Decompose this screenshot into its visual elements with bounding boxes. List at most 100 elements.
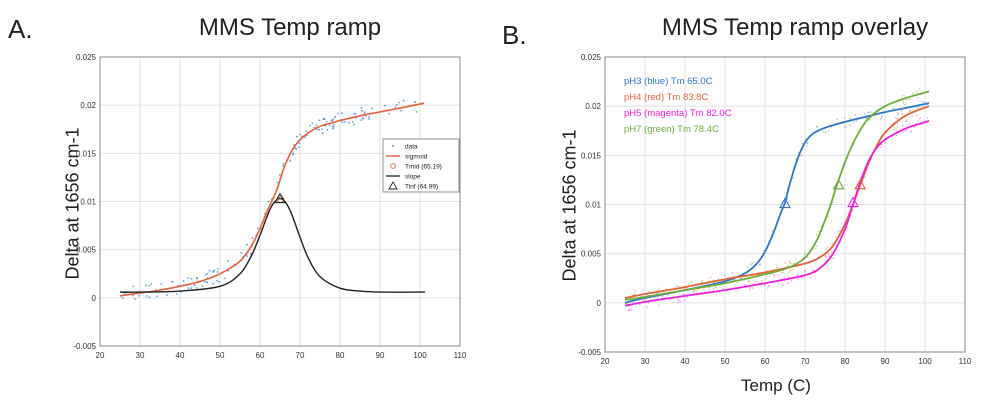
panel-b-series-0-point [759, 264, 761, 266]
panel-b-series-0-point [739, 277, 742, 280]
panel-b-series-2-point [825, 260, 827, 262]
panel-a-data-point [246, 255, 248, 257]
panel-b-legend-entry-1: pH4 (red) Tm 83.8C [624, 92, 708, 103]
panel-b-series-2-point [778, 275, 781, 277]
panel-a-legend-label: Tinf (64.99) [405, 184, 438, 191]
panel-a-data-point [250, 252, 252, 255]
panel-a-data-point [361, 117, 364, 120]
panel-a-data-point [206, 272, 209, 275]
panel-a-data-point [276, 181, 279, 184]
panel-b-series-2-point [832, 257, 835, 259]
panel-b-series-0-point [881, 116, 883, 119]
panel-b-series-1-point [665, 287, 668, 289]
panel-a-data-point [208, 269, 211, 272]
panel-a-data-point [304, 136, 306, 139]
panel-b-series-1-point [775, 263, 777, 265]
panel-a-data-point [212, 271, 215, 273]
panel-a-data-point [305, 130, 308, 133]
panel-b-series-0-point [656, 297, 658, 299]
panel-b-series-0-point [843, 117, 845, 119]
panel-a-legend-label: Tmid (65.19) [405, 164, 442, 171]
panel-b-series-2-point [753, 282, 755, 285]
panel-b-series-0-point [836, 118, 838, 120]
panel-a-data-point [190, 277, 193, 280]
panel-b-series-1-point [902, 113, 904, 115]
panel-b-series-3-point [667, 294, 670, 296]
panel-b-series-3-point [916, 90, 918, 93]
panel-b-series-2-point [646, 306, 648, 308]
panel-b-series-1-point [788, 260, 790, 263]
panel-a-data-point [267, 200, 270, 203]
panel-b-series-1-point [916, 115, 918, 117]
panel-a-data-point [334, 116, 337, 118]
panel-b-series-2-point [752, 287, 754, 289]
panel-a-data-point [354, 112, 357, 115]
panel-b-xtick-label: 60 [761, 357, 770, 366]
panel-b-series-0-point [723, 275, 726, 277]
panel-b-series-0-point [786, 198, 788, 200]
panel-b-xtick-label: 110 [959, 357, 972, 366]
panel-b-series-3-point [747, 280, 750, 283]
panel-b-series-2-point [686, 296, 688, 298]
panel-b-series-3-point [804, 251, 806, 253]
panel-b-series-1-point [925, 101, 927, 103]
panel-b-series-2-point [845, 229, 847, 231]
panel-a-data-point [187, 287, 190, 289]
panel-b-series-3-point [911, 93, 914, 95]
panel-b-series-2-point [678, 299, 680, 302]
panel-b-series-0-point [751, 262, 753, 264]
panel-b-series-1-point [895, 117, 897, 119]
panel-b-series-3-point [701, 281, 703, 283]
panel-a-data-point [213, 269, 216, 272]
panel-b-xtick-label: 30 [641, 357, 650, 366]
panel-a-data-point [340, 112, 343, 115]
panel-b-series-1-point [893, 126, 895, 128]
panel-a-data-point [217, 268, 220, 270]
panel-b-series-1-point [911, 115, 913, 118]
panel-b-ytick-label: -0.005 [578, 348, 601, 357]
panel-b-series-0-point [707, 289, 710, 291]
panel-b-series-0-point [900, 110, 903, 112]
panel-a-data-point [223, 277, 226, 280]
panel-b-series-3-point [803, 254, 806, 256]
panel-b-series-0-point [827, 130, 830, 132]
panel-b-series-3-point [815, 234, 818, 236]
panel-b-series-2-point [791, 279, 793, 282]
panel-b-series-1-point [897, 118, 899, 120]
panel-a-data-point [145, 295, 148, 297]
panel-b-series-1-point [656, 289, 659, 291]
panel-a-data-point [398, 101, 401, 104]
panel-b-xtick-label: 80 [841, 357, 850, 366]
panel-b-series-3-point [816, 245, 818, 247]
panel-b-series-1-point [710, 276, 713, 278]
panel-a-data-point [171, 280, 174, 283]
panel-b-series-3-point [913, 92, 915, 94]
panel-b-series-1-point [690, 280, 693, 283]
panel-a-letter: A. [8, 14, 33, 44]
panel-a-data-point [331, 119, 334, 122]
panel-a-legend-tmid-swatch [390, 163, 396, 169]
panel-a-data-point [282, 165, 284, 167]
panel-b-series-2-point [639, 304, 641, 306]
panel-b-series-1-point [790, 262, 792, 265]
panel-b-series-0-point [806, 142, 809, 145]
panel-b-series-0-point [801, 142, 804, 145]
panel-b-series-0-point [800, 154, 803, 157]
panel-b-series-1-point [692, 290, 694, 292]
panel-b-series-2-point [782, 284, 784, 286]
panel-b-series-3-point [765, 278, 767, 280]
panel-a-ytick-label: -0.005 [73, 342, 96, 351]
panel-a-data-point [384, 104, 386, 107]
panel-b-series-3-point [814, 247, 816, 250]
panel-b-series-2-point [642, 299, 645, 302]
panel-b-series-2-point [919, 117, 921, 120]
panel-a-data-point [298, 133, 301, 136]
panel-a-data-point [351, 120, 354, 123]
panel-a-data-point [341, 121, 344, 123]
panel-b-series-0-point [849, 117, 851, 120]
panel-b-ytick-label: 0.02 [585, 102, 601, 111]
panel-b-series-3-point [733, 279, 736, 281]
panel-b-series-2-point [859, 176, 861, 179]
panel-b-series-2-point [783, 276, 786, 278]
